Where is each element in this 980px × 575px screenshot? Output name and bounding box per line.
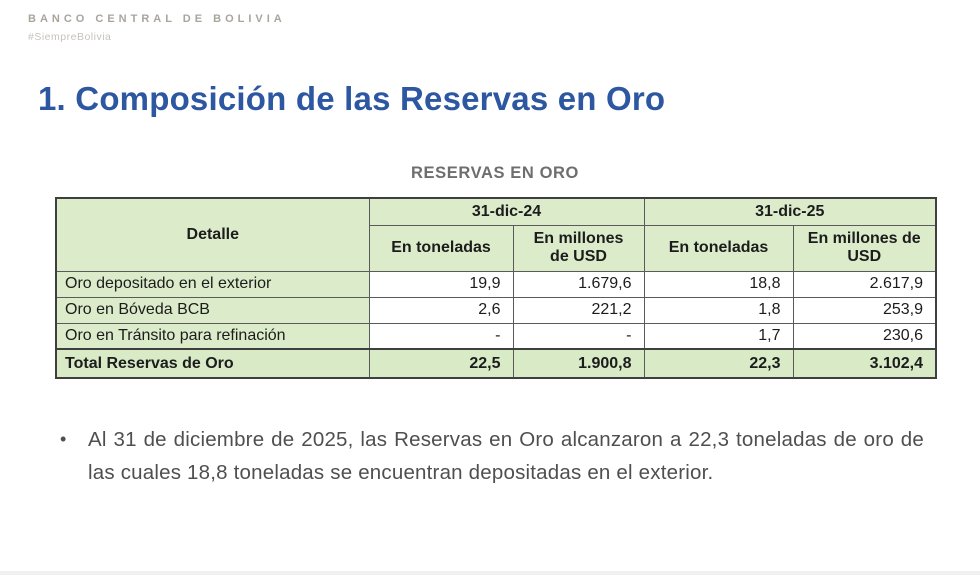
col-group-31-dic-25: 31-dic-25 xyxy=(643,197,937,226)
row-label: Oro en Bóveda BCB xyxy=(55,296,370,324)
reserves-table: Detalle 31-dic-24 31-dic-25 En toneladas… xyxy=(55,197,937,379)
brand-header: BANCO CENTRAL DE BOLIVIA #SiempreBolivia xyxy=(28,13,286,43)
table-row-boveda: Oro en Bóveda BCB 2,6 221,2 1,8 253,9 xyxy=(55,296,937,324)
table-total-row: Total Reservas de Oro 22,5 1.900,8 22,3 … xyxy=(55,348,937,379)
total-value: 3.102,4 xyxy=(792,348,937,379)
note-text: Al 31 de diciembre de 2025, las Reservas… xyxy=(88,428,924,484)
cell-value: - xyxy=(368,322,514,350)
slide-title: 1. Composición de las Reservas en Oro xyxy=(38,80,666,117)
cell-value: 2.617,9 xyxy=(792,270,937,298)
cell-value: 1,8 xyxy=(643,296,794,324)
row-label: Oro en Tránsito para refinación xyxy=(55,322,370,350)
table-title: RESERVAS EN ORO xyxy=(411,164,579,182)
col-group-31-dic-24: 31-dic-24 xyxy=(368,197,645,226)
total-value: 22,3 xyxy=(643,348,794,379)
sub-header-usd-24: En millones de USD xyxy=(512,224,645,272)
cell-value: - xyxy=(512,322,645,350)
total-label: Total Reservas de Oro xyxy=(55,348,370,379)
note: • Al 31 de diciembre de 2025, las Reserv… xyxy=(60,423,924,489)
sub-header-usd-25: En millones de USD xyxy=(792,224,937,272)
total-value: 22,5 xyxy=(368,348,514,379)
table-row-transito: Oro en Tránsito para refinación - - 1,7 … xyxy=(55,322,937,350)
cell-value: 230,6 xyxy=(792,322,937,350)
total-value: 1.900,8 xyxy=(512,348,645,379)
row-label: Oro depositado en el exterior xyxy=(55,270,370,298)
cell-value: 18,8 xyxy=(643,270,794,298)
cell-value: 221,2 xyxy=(512,296,645,324)
cell-value: 1.679,6 xyxy=(512,270,645,298)
bullet-icon: • xyxy=(60,429,67,449)
cell-value: 2,6 xyxy=(368,296,514,324)
sub-header-toneladas-25: En toneladas xyxy=(643,224,794,272)
brand-name: BANCO CENTRAL DE BOLIVIA xyxy=(28,13,286,25)
bottom-strip xyxy=(0,571,980,575)
col-header-detalle: Detalle xyxy=(55,197,370,272)
cell-value: 253,9 xyxy=(792,296,937,324)
brand-tagline: #SiempreBolivia xyxy=(28,31,112,43)
sub-header-toneladas-24: En toneladas xyxy=(368,224,514,272)
table-row-exterior: Oro depositado en el exterior 19,9 1.679… xyxy=(55,270,937,298)
cell-value: 19,9 xyxy=(368,270,514,298)
cell-value: 1,7 xyxy=(643,322,794,350)
